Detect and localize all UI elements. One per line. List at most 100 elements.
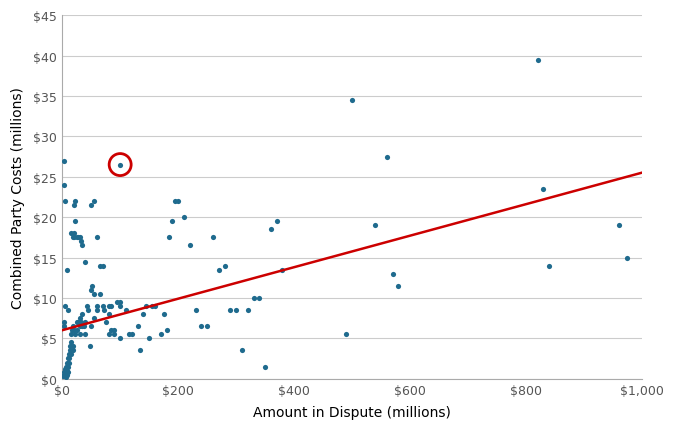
Point [106,327,117,334]
Point [63,355,74,362]
Point [68,234,79,241]
Point [92,307,103,314]
Point [95,263,105,270]
Point [112,299,123,306]
Point [115,303,126,310]
Point [62,372,73,378]
Point [61,359,72,366]
Point [138,311,148,318]
Point [88,291,99,298]
Point [260,363,271,370]
Point [67,327,78,334]
Point [59,369,70,376]
Point [97,303,108,310]
Point [70,198,80,205]
Point [173,198,184,205]
Point [59,158,70,165]
X-axis label: Amount in Dispute (millions): Amount in Dispute (millions) [253,405,451,419]
Point [84,343,95,350]
Point [72,319,82,326]
Point [271,218,282,225]
Point [92,303,103,310]
Point [544,263,555,270]
Point [202,323,213,330]
Point [66,331,77,338]
Point [124,331,134,338]
Point [59,303,70,310]
Point [347,97,358,104]
Point [61,267,72,273]
Point [68,234,78,241]
Point [59,366,70,372]
Point [393,283,404,289]
Point [231,307,242,314]
Point [74,323,85,330]
Point [155,331,166,338]
Point [150,303,161,310]
Y-axis label: Combined Party Costs (millions): Combined Party Costs (millions) [11,87,25,308]
Point [86,287,97,294]
Point [76,319,86,326]
Point [61,367,72,374]
Point [170,198,181,205]
Point [70,331,80,338]
Point [538,186,549,193]
Point [60,363,71,370]
Point [135,347,146,354]
Point [387,270,398,277]
Point [63,363,74,370]
Point [158,311,169,318]
Point [109,331,119,338]
Point [59,372,70,378]
Point [77,243,88,249]
Point [265,226,276,233]
Point [65,339,76,346]
Point [106,303,117,310]
Point [63,351,74,358]
Point [161,327,172,334]
Point [59,323,70,330]
Point [59,198,70,205]
Point [101,319,111,326]
Point [72,327,82,334]
Point [103,331,114,338]
Point [277,267,288,273]
Point [190,307,201,314]
Point [74,331,85,338]
Point [225,307,236,314]
Point [254,295,265,301]
Point [381,154,392,160]
Point [103,311,114,318]
Point [532,57,543,64]
Point [63,355,74,362]
Point [146,303,157,310]
Point [95,291,105,298]
Point [236,347,247,354]
Point [164,234,175,241]
Point [141,303,152,310]
Point [121,307,132,314]
Point [86,202,97,209]
Point [184,243,195,249]
Point [614,222,624,229]
Point [115,162,126,169]
Point [62,367,73,374]
Point [341,331,352,338]
Point [72,234,82,241]
Point [68,230,79,237]
Point [65,343,76,350]
Point [370,222,381,229]
Point [73,234,84,241]
Point [115,335,126,342]
Point [76,238,86,245]
Point [74,315,85,322]
Point [248,295,259,301]
Point [88,198,99,205]
Point [60,374,71,381]
Point [92,234,103,241]
Point [63,369,74,376]
Point [178,214,189,221]
Point [64,347,75,354]
Point [58,373,69,380]
Point [74,234,85,241]
